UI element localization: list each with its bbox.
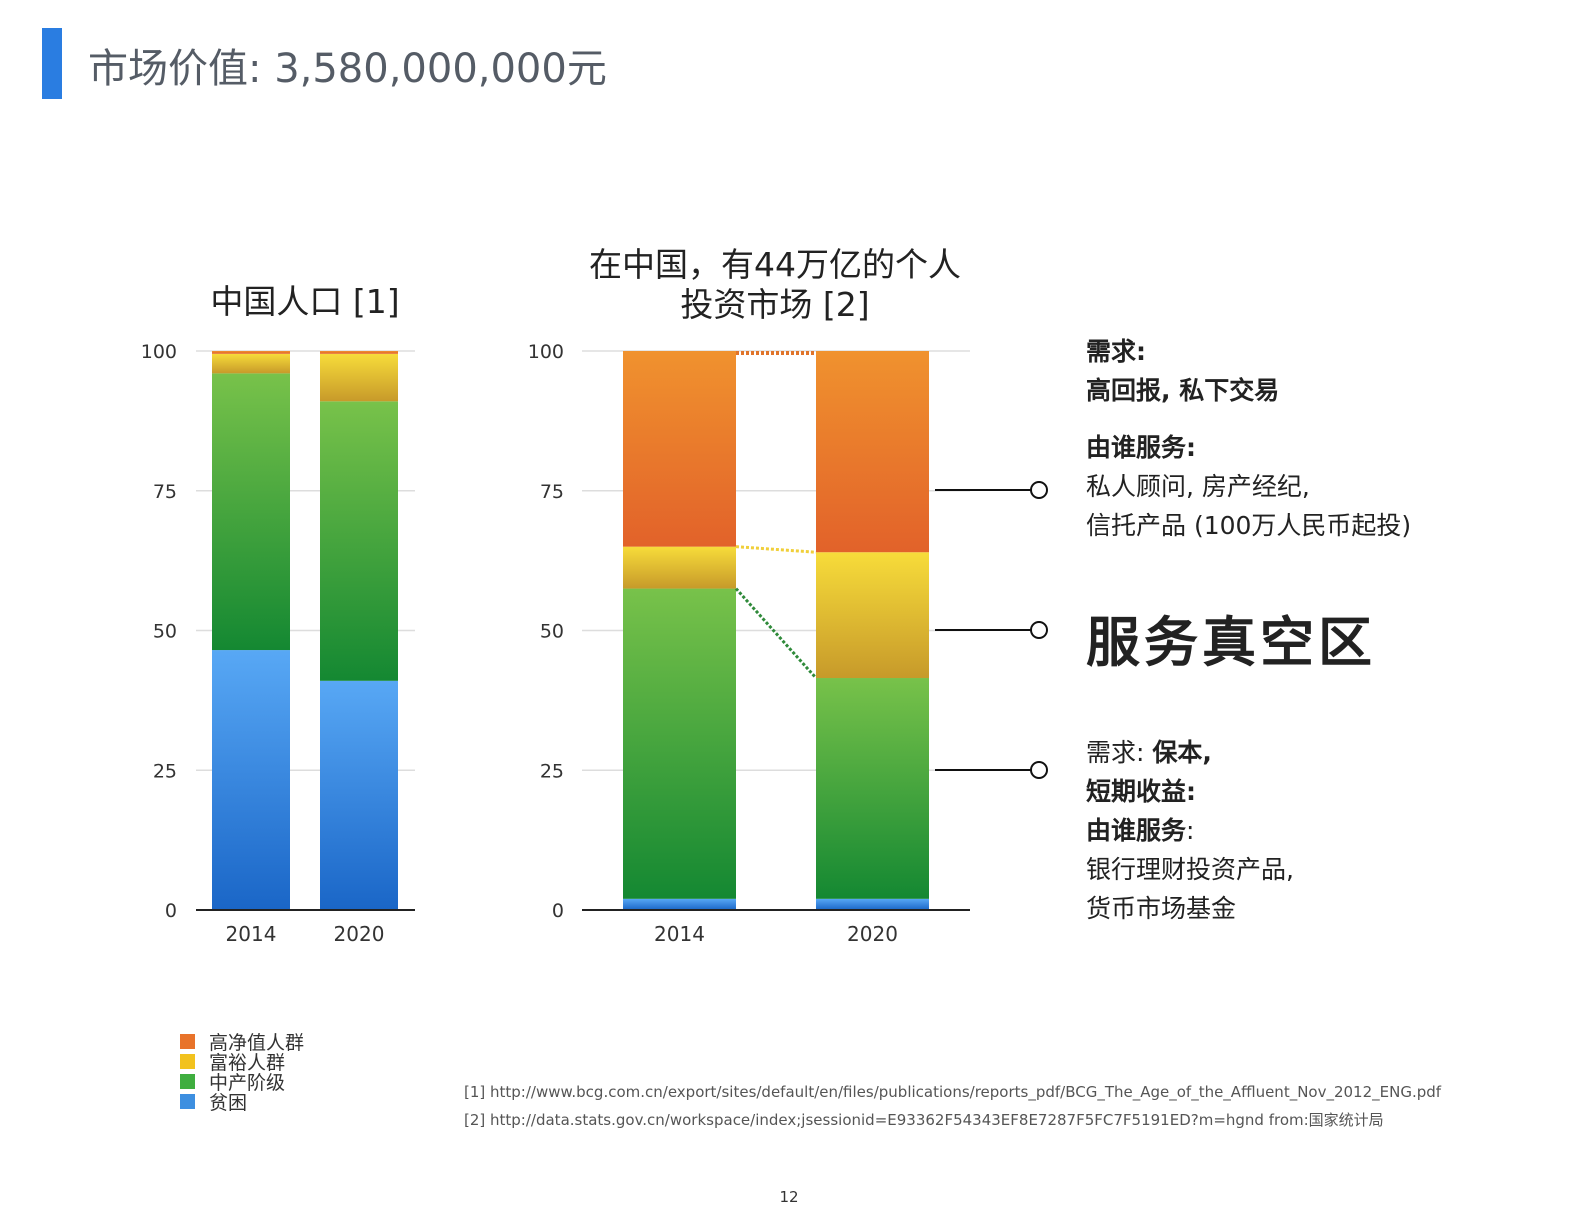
y-tick-label: 75	[540, 481, 564, 503]
bar-segment	[320, 680, 398, 910]
y-tick-label: 50	[153, 621, 177, 643]
y-tick-label: 25	[153, 760, 177, 782]
bar-segment	[212, 353, 290, 374]
lower-short-term-line: 短期收益:	[1086, 777, 1196, 806]
y-tick-label: 100	[141, 341, 177, 363]
legend-swatch	[180, 1093, 195, 1109]
y-tick-label: 0	[165, 900, 177, 922]
reference-2: [2] http://data.stats.gov.cn/workspace/i…	[464, 1111, 1384, 1129]
bar-segment	[623, 546, 736, 589]
pointer-circle	[1030, 481, 1048, 499]
bar-segment	[816, 552, 929, 679]
bar-segment	[816, 898, 929, 910]
y-tick-label: 50	[540, 621, 564, 643]
upper-demand-label: 需求:	[1086, 337, 1146, 366]
bar-segment	[623, 588, 736, 899]
legend-item: 中产阶级	[180, 1071, 304, 1094]
pointer-circle	[1030, 761, 1048, 779]
bar-segment	[623, 351, 736, 547]
upper-served-label: 由谁服务:	[1086, 433, 1196, 462]
connector-middle-class	[734, 587, 818, 680]
bar-segment	[212, 650, 290, 910]
lower-demand-line: 需求: 保本,	[1086, 738, 1212, 767]
legend-item: 高净值人群	[180, 1031, 304, 1054]
y-tick-label: 75	[153, 481, 177, 503]
lower-served-text-2: 货币市场基金	[1086, 894, 1237, 923]
bar-segment	[320, 401, 398, 681]
upper-annotation: 需求: 高回报, 私下交易 由谁服务: 私人顾问, 房产经纪, 信托产品 (10…	[1086, 332, 1411, 545]
x-tick-label: 2020	[334, 922, 385, 946]
bar-segment	[212, 373, 290, 651]
chart-title-population: 中国人口 [1]	[210, 282, 400, 321]
lower-annotation: 需求: 保本, 短期收益: 由谁服务: 银行理财投资产品, 货币市场基金	[1086, 733, 1294, 928]
bar-segment	[212, 351, 290, 354]
legend-item: 贫困	[180, 1091, 304, 1114]
chart-title-line-2: 投资市场 [2]	[680, 285, 870, 324]
lower-served-label: 由谁服务:	[1086, 816, 1195, 845]
bar-segment	[320, 351, 398, 354]
upper-served-text-2: 信托产品 (100万人民币起投)	[1086, 511, 1412, 540]
y-tick-label: 100	[528, 341, 564, 363]
legend-swatch	[180, 1053, 195, 1069]
chart-title-line-1: 在中国，有44万亿的个人	[589, 245, 961, 284]
y-tick-label: 0	[552, 900, 564, 922]
title-accent-bar	[42, 28, 62, 99]
page-title: 市场价值: 3,580,000,000元	[88, 46, 607, 92]
y-tick-label: 25	[540, 760, 564, 782]
x-tick-label: 2020	[847, 922, 898, 946]
x-tick-label: 2014	[226, 922, 277, 946]
pointer-circle	[1030, 621, 1048, 639]
upper-served-text-1: 私人顾问, 房产经纪,	[1086, 472, 1310, 501]
legend-swatch	[180, 1033, 195, 1049]
reference-1: [1] http://www.bcg.com.cn/export/sites/d…	[464, 1083, 1442, 1101]
references: [1] http://www.bcg.com.cn/export/sites/d…	[464, 1078, 1441, 1134]
service-vacuum-label: 服务真空区	[1086, 611, 1376, 674]
page-number: 12	[779, 1188, 799, 1206]
legend-swatch	[180, 1073, 195, 1089]
bar-segment	[320, 353, 398, 402]
bar-segment	[623, 898, 736, 910]
chart-legend: 高净值人群 富裕人群 中产阶级 贫困	[180, 1031, 304, 1114]
bar-segment	[816, 678, 929, 899]
lower-served-text-1: 银行理财投资产品,	[1086, 855, 1294, 884]
chart-title-investment: 在中国，有44万亿的个人 投资市场 [2]	[560, 245, 990, 325]
upper-demand-text: 高回报, 私下交易	[1086, 376, 1280, 405]
legend-item: 富裕人群	[180, 1051, 304, 1074]
x-tick-label: 2014	[654, 922, 705, 946]
bar-segment	[816, 351, 929, 553]
connector-affluent	[735, 545, 817, 554]
